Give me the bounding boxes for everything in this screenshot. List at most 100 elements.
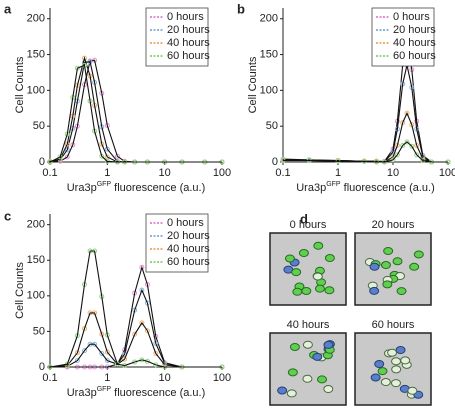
legend-label: 40 hours [167,37,210,49]
cell [302,340,313,349]
cell [387,348,398,357]
cell [277,386,288,395]
data-point [404,110,410,116]
data-point [114,153,120,159]
cell [370,373,381,382]
legend-label: 60 hours [393,50,436,62]
x-axis-label-sup: GFP [326,181,341,188]
micrograph [354,232,432,306]
data-point [404,139,410,145]
cell [390,379,401,388]
legend-label: 0 hours [167,217,204,229]
cell [314,284,325,293]
cell [391,365,402,374]
data-point [57,154,63,160]
cell [380,261,391,270]
cell [396,287,407,296]
y-tick-label: 150 [260,48,278,60]
x-axis-label: Ura3pGFP fluorescence (a.u.) [296,181,435,194]
cell [324,286,335,295]
data-point [414,152,420,158]
data-point [139,320,145,326]
data-point [400,143,406,149]
y-tick-label: 50 [266,120,278,132]
image-label: 60 hours [372,319,415,331]
x-axis-label-rest: fluorescence (a.u.) [111,182,205,194]
legend-label: 20 hours [393,24,436,36]
cell [312,352,323,361]
x-tick-label: 10 [159,372,171,384]
cell [323,385,334,394]
y-tick-label: 100 [260,84,278,96]
y-tick-label: 50 [33,120,45,132]
legend-label: 40 hours [393,37,436,49]
x-tick-label: 0.1 [42,167,57,179]
legend-box [145,213,209,273]
legend-label: 60 hours [167,50,210,62]
cell [291,268,302,277]
fit-line [49,250,222,368]
cell [298,249,309,258]
data-point [74,350,80,356]
cell [324,254,335,263]
panel-letter: b [237,1,245,16]
x-tick-label: 1 [104,372,110,384]
data-point [122,356,128,362]
fit-line [282,65,448,163]
cell [317,375,328,384]
data-point [132,359,138,365]
data-point [82,326,88,332]
cell [292,287,303,296]
x-axis-label-rest: fluorescence (a.u.) [341,182,435,194]
y-axis-label: Cell Counts [14,262,26,319]
cell [382,280,393,289]
x-tick-label: 10 [159,167,171,179]
cell [409,262,420,271]
y-tick-label: 0 [39,361,45,373]
cell [407,386,418,395]
cell [392,257,403,266]
y-tick-label: 0 [39,156,45,168]
cell [383,246,394,255]
y-axis-label: Cell Counts [14,56,26,113]
cell [413,250,424,259]
fit-line [49,64,222,163]
cell [323,340,334,349]
x-tick-label: 1 [104,167,110,179]
legend-box [145,7,209,67]
cell [377,367,388,376]
data-point [153,350,159,356]
cell [380,378,391,387]
x-axis-label-sup: GFP [97,181,112,188]
x-axis-label-main: Ura3p [67,182,97,194]
x-tick-label: 0.1 [275,167,290,179]
y-tick-label: 150 [27,48,45,60]
x-axis-label: Ura3pGFP fluorescence (a.u.) [67,386,206,399]
image-label: 40 hours [287,319,330,331]
x-tick-label: 100 [439,167,455,179]
y-tick-label: 200 [27,13,45,25]
legend-label: 0 hours [393,11,430,23]
y-tick-label: 150 [27,254,45,266]
legend-box [371,7,435,67]
cell [374,360,385,369]
data-point [132,331,138,337]
cell [312,272,323,281]
cell [286,389,297,398]
cell [391,357,402,366]
data-point [99,350,105,356]
legend-label: 60 hours [167,256,210,268]
x-tick-label: 10 [387,167,399,179]
data-point [144,328,150,334]
y-tick-label: 100 [27,84,45,96]
data-point [82,348,88,354]
data-point [104,349,110,355]
cell [313,241,324,250]
panel-letter: c [4,208,11,223]
image-label: 0 hours [290,219,327,231]
data-point [409,143,415,149]
legend-label: 20 hours [167,24,210,36]
cell [400,356,411,365]
data-point [139,287,145,293]
